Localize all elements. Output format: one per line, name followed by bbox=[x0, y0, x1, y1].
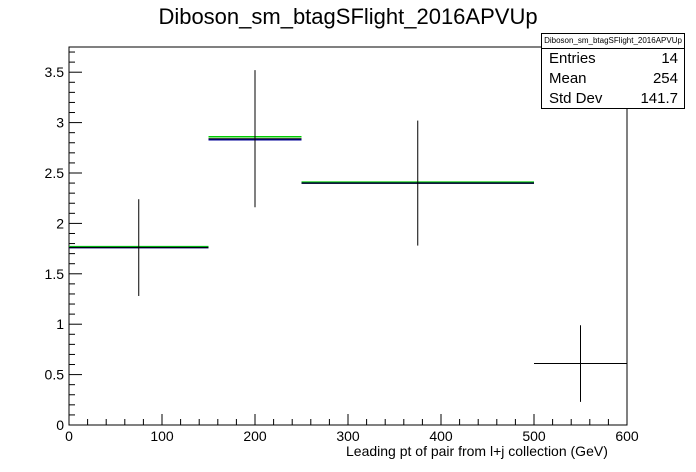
stats-mean-row: Mean 254 bbox=[542, 69, 684, 89]
stats-stddev-value: 141.7 bbox=[640, 90, 678, 107]
histogram-bins bbox=[69, 70, 627, 402]
stats-stddev-label: Std Dev bbox=[549, 90, 603, 107]
chart-title: Diboson_sm_btagSFlight_2016APVUp bbox=[158, 4, 538, 29]
stats-mean-label: Mean bbox=[549, 70, 587, 87]
y-tick-label: 0 bbox=[56, 417, 64, 433]
y-tick-label: 1.5 bbox=[45, 266, 65, 282]
x-tick-label: 0 bbox=[65, 428, 73, 444]
stats-box: Diboson_sm_btagSFlight_2016APVUp Entries… bbox=[541, 33, 685, 109]
x-tick-label: 300 bbox=[336, 428, 360, 444]
y-tick-label: 2 bbox=[56, 215, 64, 231]
x-tick-label: 600 bbox=[615, 428, 639, 444]
x-axis-title: Leading pt of pair from l+j collection (… bbox=[346, 443, 608, 459]
x-tick-label: 100 bbox=[150, 428, 174, 444]
x-tick-label: 200 bbox=[243, 428, 267, 444]
stats-entries-label: Entries bbox=[549, 50, 596, 67]
stats-entries-value: 14 bbox=[661, 50, 678, 67]
y-tick-label: 3.5 bbox=[45, 64, 65, 80]
y-tick-label: 3 bbox=[56, 115, 64, 131]
axis-ticks: 0 100 200 300 400 500 600 0 0.5 1 1.5 2 2.5 3 3.5 bbox=[45, 51, 639, 444]
stats-stddev-row: Std Dev 141.7 bbox=[542, 89, 684, 109]
y-tick-label: 2.5 bbox=[45, 165, 65, 181]
y-tick-label: 1 bbox=[56, 316, 64, 332]
stats-box-title: Diboson_sm_btagSFlight_2016APVUp bbox=[542, 34, 684, 49]
x-tick-label: 400 bbox=[429, 428, 453, 444]
stats-mean-value: 254 bbox=[652, 70, 678, 87]
y-tick-label: 0.5 bbox=[45, 367, 65, 383]
stats-entries-row: Entries 14 bbox=[542, 49, 684, 69]
x-tick-label: 500 bbox=[522, 428, 546, 444]
